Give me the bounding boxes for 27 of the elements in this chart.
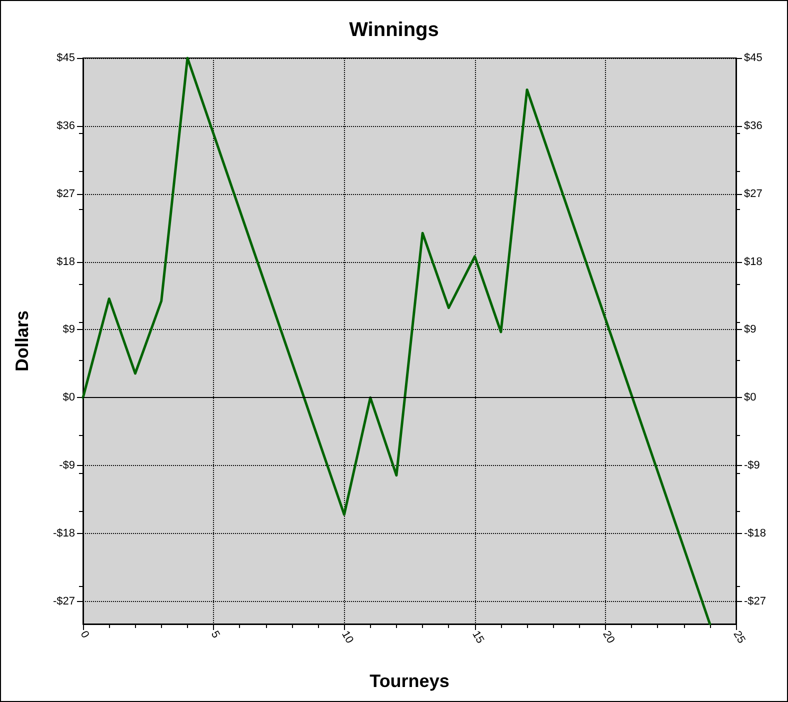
y2-tick-label: $9 <box>744 324 756 336</box>
x-tick-label: 5 <box>208 629 222 640</box>
chart-title: Winnings <box>349 19 439 41</box>
y2-tick-label: -$18 <box>744 527 766 540</box>
y-tick-label: -$9 <box>59 460 75 472</box>
x-tick-label: 15 <box>470 629 486 646</box>
y-tick-label: $9 <box>62 324 75 336</box>
y-tick-label: $18 <box>56 256 75 268</box>
y-tick-label: $27 <box>56 188 75 200</box>
y2-tick-label: $0 <box>744 392 756 404</box>
y2-tick-label: $18 <box>744 256 762 268</box>
y2-tick-label: $45 <box>744 52 762 64</box>
y-tick-label: $45 <box>56 52 75 64</box>
x-tick-label: 10 <box>339 629 356 646</box>
y2-tick-label: -$9 <box>744 460 760 472</box>
x-tick-label: 25 <box>730 629 748 646</box>
y-tick-label: $0 <box>62 392 75 404</box>
y-tick-label: $36 <box>56 120 75 132</box>
x-tick-label: 0 <box>78 629 92 640</box>
y2-tick-label: $36 <box>744 120 762 132</box>
y-axis-title: Dollars <box>12 310 32 372</box>
y-tick-label: -$18 <box>52 527 75 540</box>
x-axis-title: Tourneys <box>370 671 450 691</box>
x-tick-label: 20 <box>600 629 617 646</box>
y-tick-label: -$27 <box>52 595 75 608</box>
y2-tick-label: $27 <box>744 188 762 200</box>
y2-tick-label: -$27 <box>744 595 766 608</box>
